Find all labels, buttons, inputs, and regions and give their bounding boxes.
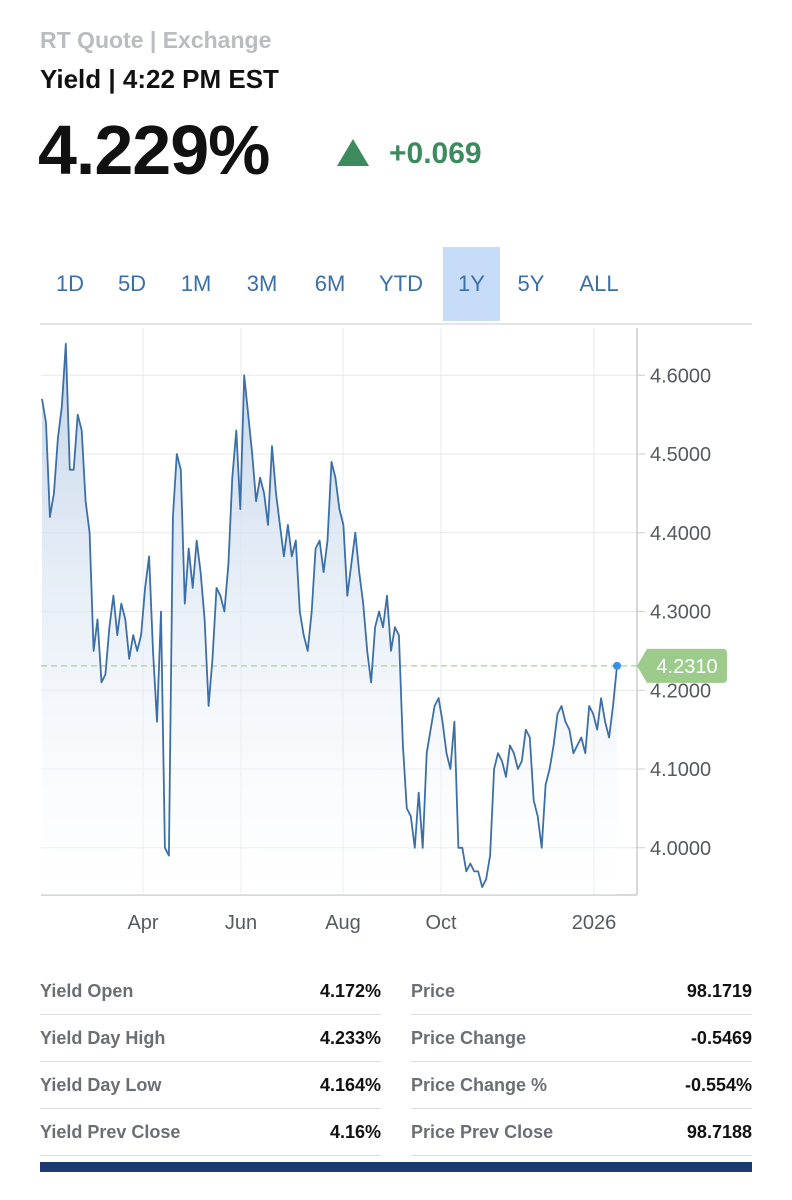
stat-value: 98.7188 bbox=[686, 1122, 752, 1142]
stat-row: Yield Prev Close 4.16% bbox=[40, 1109, 381, 1156]
x-tick-label: Apr bbox=[127, 912, 158, 934]
yield-area bbox=[42, 343, 617, 895]
y-tick-label: 4.3000 bbox=[650, 602, 711, 624]
footer-bar bbox=[40, 1162, 752, 1172]
x-tick-label: Jun bbox=[225, 912, 257, 934]
stat-value: 4.16% bbox=[329, 1122, 381, 1142]
yield-line bbox=[41, 342, 618, 888]
stat-label: Yield Day High bbox=[40, 1028, 166, 1048]
stat-row: Price Change -0.5469 bbox=[411, 1015, 752, 1062]
stat-value: 4.164% bbox=[319, 1075, 381, 1095]
y-tick-label: 4.2000 bbox=[650, 680, 711, 702]
stat-value: 4.233% bbox=[319, 1028, 381, 1048]
yield-stats: Yield Open 4.172% Yield Day High 4.233% Yi… bbox=[40, 968, 381, 1156]
yield-value: 4.229% bbox=[38, 111, 270, 189]
yield-chart[interactable]: Apr Jun Aug Oct 2026 4.6000 4.5000 4.4000 4.3000… bbox=[0, 325, 792, 955]
tab-3m[interactable]: 3M bbox=[246, 271, 278, 296]
stat-row: Price 98.1719 bbox=[411, 968, 752, 1015]
range-tabs: 1D 5D 1M 3M 6M YTD 1Y 5Y ALL bbox=[40, 247, 752, 325]
tab-ytd[interactable]: YTD bbox=[379, 271, 423, 296]
quote-subtitle: Yield | 4:22 PM EST bbox=[40, 64, 279, 94]
stat-value: -0.5469 bbox=[690, 1028, 752, 1048]
stat-row: Yield Day Low 4.164% bbox=[40, 1062, 381, 1109]
quote-source: RT Quote | Exchange bbox=[40, 27, 272, 53]
yield-change: +0.069 bbox=[389, 137, 482, 170]
y-tick-label: 4.5000 bbox=[650, 444, 711, 466]
tab-1d[interactable]: 1D bbox=[55, 271, 85, 296]
stat-value: -0.554% bbox=[684, 1075, 752, 1095]
stat-row: Price Prev Close 98.7188 bbox=[411, 1109, 752, 1156]
y-tick-label: 4.0000 bbox=[650, 838, 711, 860]
tab-5d[interactable]: 5D bbox=[117, 271, 147, 296]
y-tick-label: 4.1000 bbox=[650, 759, 711, 781]
last-value-flag bbox=[637, 648, 727, 683]
stat-row: Yield Day High 4.233% bbox=[40, 1015, 381, 1062]
stat-row: Yield Open 4.172% bbox=[40, 968, 381, 1015]
tab-all[interactable]: ALL bbox=[579, 271, 619, 296]
tab-1y[interactable]: 1Y bbox=[443, 247, 500, 321]
stat-label: Price bbox=[411, 981, 456, 1001]
stat-value: 98.1719 bbox=[686, 981, 752, 1001]
stat-row: Price Change % -0.554% bbox=[411, 1062, 752, 1109]
tab-6m[interactable]: 6M bbox=[314, 271, 346, 296]
price-stats: Price 98.1719 Price Change -0.5469 Price C… bbox=[411, 968, 752, 1156]
stat-label: Price Change % bbox=[411, 1075, 548, 1095]
up-arrow-icon bbox=[337, 139, 369, 166]
stat-label: Yield Open bbox=[40, 981, 134, 1001]
tab-1m[interactable]: 1M bbox=[180, 271, 212, 296]
stat-label: Price Prev Close bbox=[411, 1122, 554, 1142]
last-value-label: 4.2310 bbox=[656, 656, 717, 678]
x-tick-label: Aug bbox=[325, 912, 361, 934]
stat-label: Yield Prev Close bbox=[40, 1122, 181, 1142]
x-tick-label: Oct bbox=[425, 912, 457, 934]
stat-label: Price Change bbox=[411, 1028, 527, 1048]
x-tick-label: 2026 bbox=[572, 912, 617, 934]
stat-label: Yield Day Low bbox=[40, 1075, 162, 1095]
last-point-marker bbox=[613, 661, 621, 670]
y-tick-label: 4.4000 bbox=[650, 523, 711, 545]
stat-value: 4.172% bbox=[319, 981, 381, 1001]
tab-5y[interactable]: 5Y bbox=[517, 271, 545, 296]
y-tick-label: 4.6000 bbox=[650, 365, 711, 387]
